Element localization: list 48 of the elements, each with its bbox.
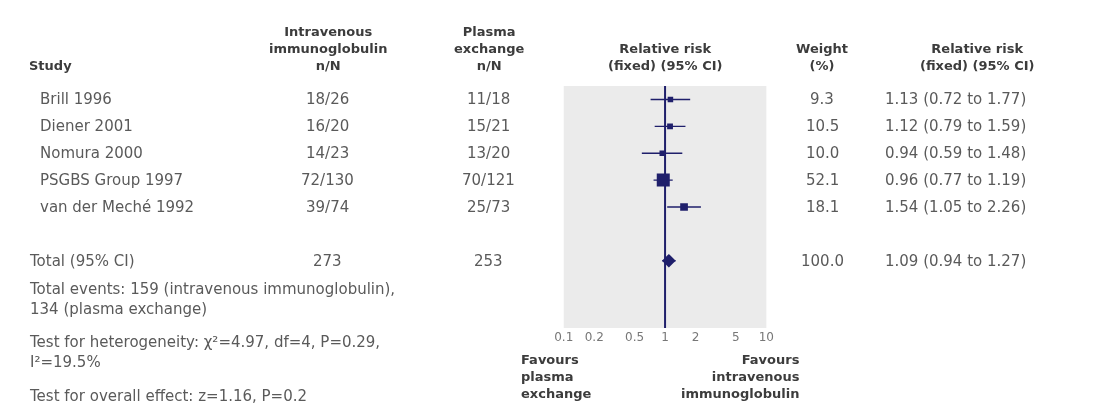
x-tick-label: 0.5: [625, 330, 645, 344]
text: Intravenous immunoglobulin n/N: [269, 24, 388, 73]
x-tick-label: 5: [732, 330, 740, 344]
x-tick-label: 1: [661, 330, 669, 344]
text: 52.1: [806, 171, 840, 189]
text: 14/23: [306, 144, 350, 162]
text: Plasma exchange n/N: [454, 24, 525, 73]
text: 253: [474, 252, 503, 270]
text: 11/18: [467, 90, 511, 108]
text: van der Meché 1992: [40, 198, 195, 216]
text: Total events: 159 (intravenous immunoglobulin), 134 (plasma exchange): [29, 280, 396, 318]
text: 16/20: [306, 117, 350, 135]
text: 10.5: [806, 117, 840, 135]
text: Study: [29, 58, 73, 73]
text: 13/20: [467, 144, 511, 162]
text: Relative risk (fixed) (95% CI): [920, 41, 1035, 73]
text: 1.09 (0.94 to 1.27): [885, 252, 1027, 270]
text: Test for overall effect: z=1.16, P=0.2: [29, 387, 308, 405]
text: Total (95% CI): [29, 252, 135, 270]
text: 18.1: [806, 198, 840, 216]
text: PSGBS Group 1997: [40, 171, 184, 189]
text: 39/74: [306, 198, 350, 216]
text: Diener 2001: [40, 117, 133, 135]
x-tick-label: 2: [691, 330, 700, 344]
text: 18/26: [306, 90, 350, 108]
x-tick-label: 0.1: [554, 330, 574, 344]
text: 70/121: [462, 171, 515, 189]
text: 1.13 (0.72 to 1.77): [885, 90, 1027, 108]
text: Favours plasma exchange: [521, 352, 592, 401]
x-tick-label: 0.2: [584, 330, 604, 344]
text: Weight (%): [796, 41, 848, 73]
text: 9.3: [810, 90, 834, 108]
text: 0.96 (0.77 to 1.19): [885, 171, 1027, 189]
text: 15/21: [467, 117, 511, 135]
text: Nomura 2000: [40, 144, 143, 162]
text: 100.0: [801, 252, 844, 270]
text: 72/130: [301, 171, 354, 189]
text: Brill 1996: [40, 90, 112, 108]
x-tick-label: 10: [758, 330, 774, 344]
text: Favours intravenous immunoglobulin: [681, 352, 800, 401]
chart-title: Relative risk (fixed) (95% CI): [608, 41, 723, 73]
text: 273: [313, 252, 342, 270]
text: 10.0: [806, 144, 840, 162]
text: 0.94 (0.59 to 1.48): [885, 144, 1027, 162]
text: Test for heterogeneity: χ²=4.97, df=4, P=0.29, I²=19.5%: [29, 333, 381, 371]
text: 25/73: [467, 198, 511, 216]
text: 1.54 (1.05 to 2.26): [885, 198, 1027, 216]
text: 1.12 (0.79 to 1.59): [885, 117, 1027, 135]
